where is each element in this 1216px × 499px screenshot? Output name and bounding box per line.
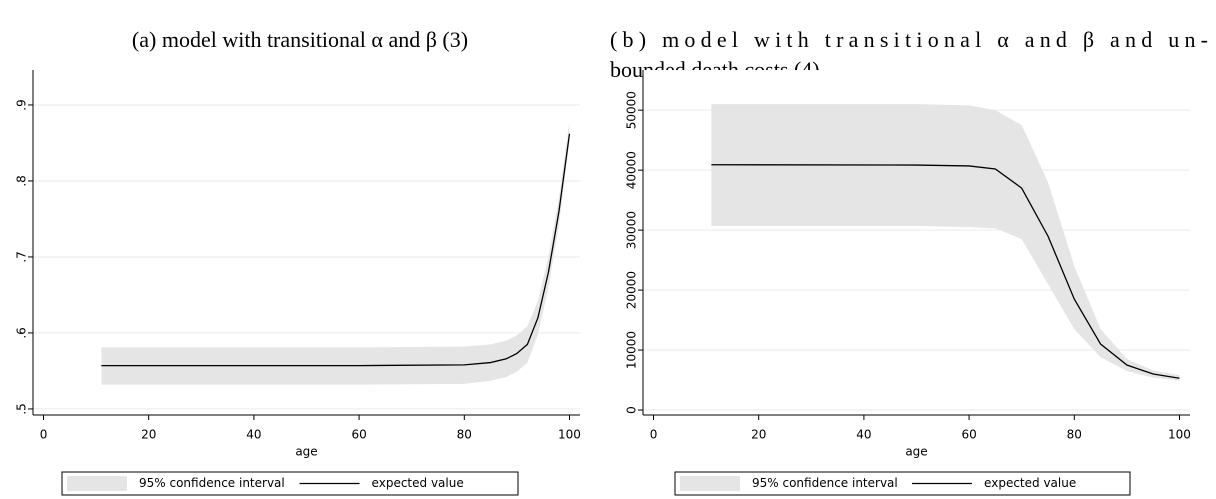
y-tick-label: .6 [15, 327, 29, 338]
x-tick-label: 60 [961, 428, 976, 442]
legend-label: expected value [372, 476, 464, 490]
y-tick-label: 40000 [625, 151, 639, 189]
y-tick-label: .5 [15, 403, 29, 414]
y-tick-label: 50000 [625, 91, 639, 129]
x-tick-label: 80 [457, 428, 472, 442]
x-tick-label: 40 [856, 428, 871, 442]
x-axis-label: age [905, 445, 927, 459]
chart-title: (a) model with transitional α and β (3) [132, 27, 468, 52]
chart-title: (b) model with transitional α and β and … [610, 27, 1208, 52]
confidence-band [711, 104, 1180, 381]
legend-box [674, 471, 1131, 496]
legend-swatch [67, 476, 127, 491]
legend-swatch [680, 476, 740, 491]
x-tick-label: 60 [351, 428, 366, 442]
y-tick-label: 20000 [625, 271, 639, 309]
y-tick-label: .8 [15, 175, 29, 186]
line [101, 133, 571, 367]
x-tick-label: 20 [751, 428, 766, 442]
x-tick-label: 80 [1067, 428, 1082, 442]
x-tick-label: 100 [1168, 428, 1191, 442]
y-tick-label: .7 [15, 251, 29, 262]
line [711, 164, 1180, 379]
legend-label: 95% confidence interval [752, 476, 898, 490]
x-tick-label: 0 [650, 428, 658, 442]
legend-label: expected value [984, 476, 1076, 490]
y-tick-label: .9 [15, 99, 29, 110]
x-tick-label: 100 [558, 428, 581, 442]
x-tick-label: 20 [141, 428, 156, 442]
legend-box [61, 471, 519, 496]
legend-label: 95% confidence interval [139, 476, 285, 490]
x-tick-label: 0 [40, 428, 48, 442]
confidence-band [101, 121, 570, 385]
y-tick-label: 10000 [625, 331, 639, 369]
x-tick-label: 40 [246, 428, 261, 442]
y-tick-label: 30000 [625, 211, 639, 249]
x-axis-label: age [295, 445, 317, 459]
y-tick-label: 0 [625, 406, 639, 414]
